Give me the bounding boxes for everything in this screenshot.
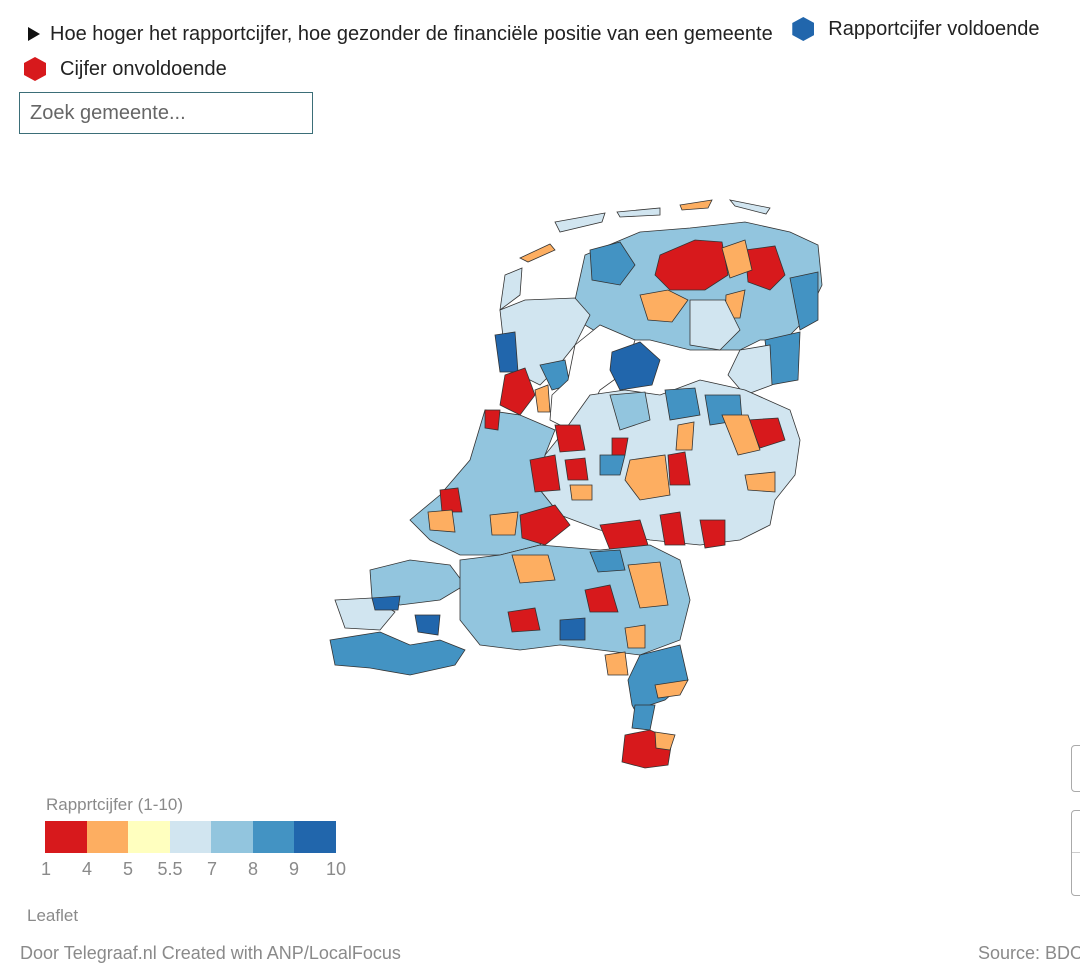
scale-swatch [211,821,253,853]
municipality-region[interactable] [569,484,593,501]
legend-bad-label: Cijfer onvoldoende [60,58,227,80]
municipality-region[interactable] [519,243,556,263]
municipality-region[interactable] [519,504,571,546]
municipality-region[interactable] [414,614,441,636]
scale-tick: 8 [247,859,259,879]
municipality-region[interactable] [609,341,661,391]
legend-item-onvoldoende: Cijfer onvoldoende [22,52,227,86]
scale-swatch [252,821,294,853]
municipality-region[interactable] [564,457,589,481]
scale-tick: 5 [122,859,134,879]
legend-item-voldoende: Rapportcijfer voldoende [790,12,1040,46]
red-hexagon-icon [24,57,46,81]
municipality-region[interactable] [624,624,646,649]
municipality-region[interactable] [371,595,401,611]
municipality-region[interactable] [604,651,629,676]
municipality-region[interactable] [554,424,586,453]
color-scale [45,821,336,853]
municipality-region[interactable] [499,267,523,311]
municipality-region[interactable] [744,471,776,493]
scale-swatch [294,821,336,853]
municipality-region[interactable] [427,509,456,533]
municipality-region[interactable] [728,199,771,215]
municipality-region[interactable] [439,487,463,513]
scale-swatch [169,821,211,853]
municipality-region[interactable] [667,451,691,486]
zoom-control[interactable] [1071,810,1080,896]
municipality-region[interactable] [489,511,519,536]
scale-tick: 10 [325,859,347,879]
scale-tick: 1 [40,859,52,879]
scale-tick: 7 [206,859,218,879]
leaflet-attribution[interactable]: Leaflet [27,906,79,925]
municipality-region[interactable] [529,454,561,493]
legend-good-label: Rapportcijfer voldoende [828,18,1040,40]
municipality-region[interactable] [329,631,466,676]
municipality-region[interactable] [589,241,636,286]
map-legend: Hoe hoger het rapportcijfer, hoe gezonde… [22,12,1080,92]
credit-text: Door Telegraaf.nl Created with ANP/Local… [20,943,401,963]
municipality-region[interactable] [679,199,713,211]
scale-tick: 5.5 [157,859,183,879]
scale-title: Rapprtcijfer (1-10) [46,795,183,814]
municipality-region[interactable] [494,331,519,373]
municipality-region[interactable] [484,409,501,431]
municipality-region[interactable] [744,245,786,291]
scale-swatch [86,821,128,853]
municipality-region[interactable] [721,239,753,279]
municipality-region[interactable] [664,387,701,421]
municipality-region[interactable] [689,299,741,351]
scale-swatch [128,821,170,853]
municipality-region[interactable] [616,207,661,218]
scale-tick: 4 [81,859,93,879]
scale-tick: 9 [288,859,300,879]
municipality-region[interactable] [654,679,689,699]
municipality-region[interactable] [639,289,689,323]
netherlands-choropleth-map[interactable] [0,150,1080,780]
municipality-region[interactable] [599,519,649,551]
expand-triangle-icon[interactable] [28,27,40,41]
municipality-region[interactable] [554,212,606,233]
municipality-region[interactable] [727,344,773,396]
legend-note[interactable]: Hoe hoger het rapportcijfer, hoe gezonde… [22,17,773,51]
blue-hexagon-icon [792,17,815,41]
municipality-region[interactable] [609,391,651,431]
municipality-region[interactable] [559,617,586,641]
municipality-region[interactable] [624,454,671,501]
map-control-button[interactable] [1071,745,1080,792]
municipality-region[interactable] [534,384,551,413]
municipality-region[interactable] [499,367,536,416]
legend-note-text: Hoe hoger het rapportcijfer, hoe gezonde… [50,23,773,45]
search-municipality-input[interactable] [19,92,313,134]
scale-ticks: 1 4 5 5.5 7 8 9 10 [40,859,360,883]
municipality-region[interactable] [511,554,556,584]
municipality-region[interactable] [589,549,626,573]
municipality-region[interactable] [721,414,761,456]
municipality-region[interactable] [654,239,729,291]
scale-swatch [45,821,87,853]
municipality-region[interactable] [699,519,726,549]
municipality-region[interactable] [675,421,695,451]
municipality-region[interactable] [631,704,656,731]
municipality-region[interactable] [789,271,819,331]
municipality-region[interactable] [654,731,676,751]
municipality-region[interactable] [507,607,541,633]
municipality-region[interactable] [584,584,619,613]
municipality-region[interactable] [627,561,669,609]
municipality-region[interactable] [659,511,686,546]
municipality-region[interactable] [611,437,629,456]
source-text: Source: BDO [978,943,1080,963]
